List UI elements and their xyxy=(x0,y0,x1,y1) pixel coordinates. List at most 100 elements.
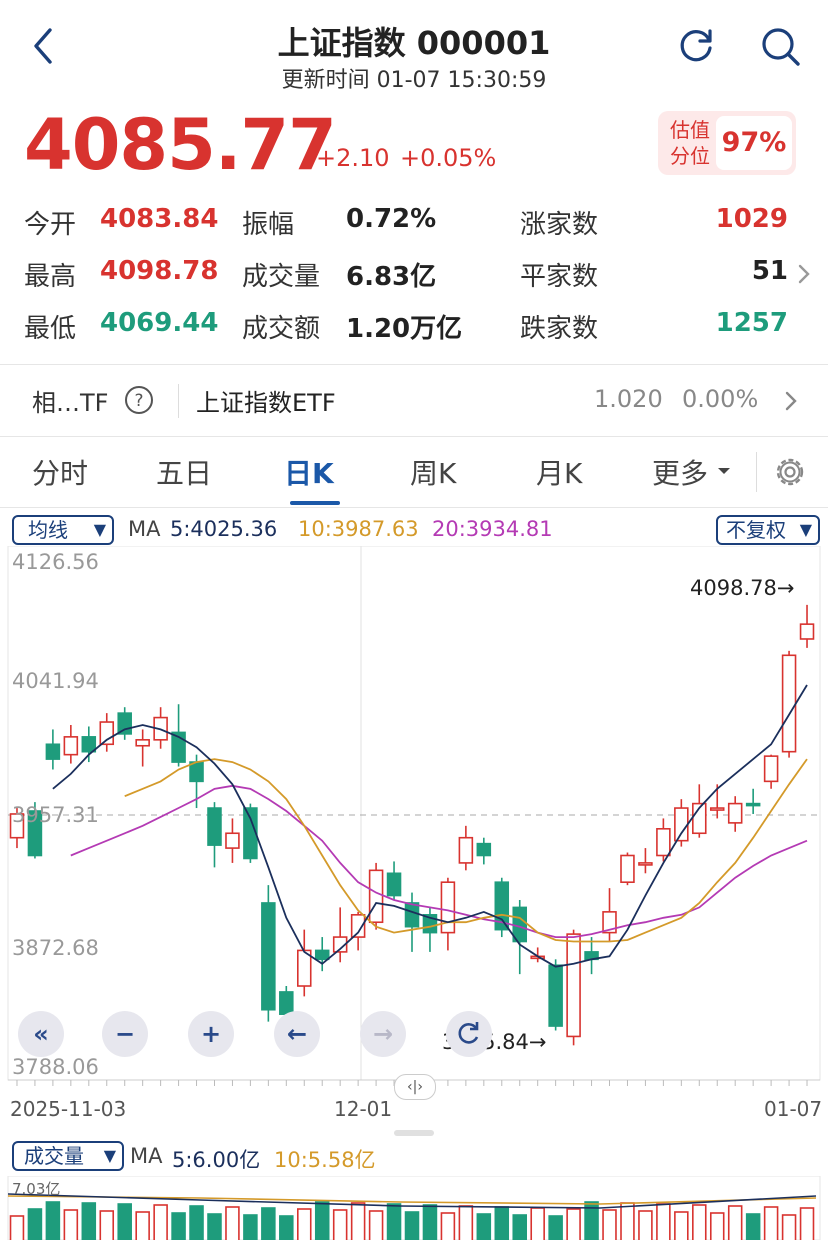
candle-body xyxy=(709,807,725,811)
volume-label: 成交量 xyxy=(242,262,321,292)
volume-bar xyxy=(656,1203,671,1240)
tab-daily-k[interactable]: 日K xyxy=(284,457,334,490)
volume-bar xyxy=(386,1203,402,1240)
candle-body xyxy=(602,911,617,934)
tab-intraday[interactable]: 分时 xyxy=(32,457,89,490)
volume-bar xyxy=(189,1205,204,1240)
volume-bar xyxy=(584,1201,599,1240)
volume-bar xyxy=(153,1204,168,1240)
volume-bar xyxy=(350,1202,366,1240)
candle-body xyxy=(117,712,132,735)
caret-down-icon: ▼ xyxy=(93,520,106,539)
adjust-selector[interactable]: 不复权 ▼ xyxy=(716,515,820,545)
candle-body xyxy=(727,802,743,824)
chevron-right-icon[interactable] xyxy=(784,390,798,412)
candle-body xyxy=(45,743,61,760)
etf-name[interactable]: 上证指数ETF xyxy=(196,389,336,417)
search-icon[interactable] xyxy=(760,26,802,68)
volume-bar xyxy=(332,1209,348,1240)
zoom-in-button[interactable]: + xyxy=(188,1011,234,1057)
candle-body xyxy=(135,739,150,747)
volume-bar xyxy=(709,1212,725,1240)
y-tick-label: 3957.31 xyxy=(12,803,99,827)
page-title: 上证指数 000001 xyxy=(277,24,551,62)
candle-body xyxy=(404,902,420,928)
open-label: 今开 xyxy=(24,210,77,240)
high-label: 最高 xyxy=(24,262,77,292)
candle-body xyxy=(314,949,330,961)
volume-ma5-line xyxy=(7,1193,817,1209)
ma10-line xyxy=(124,758,808,943)
volume-bar xyxy=(27,1208,43,1240)
candle-body xyxy=(458,836,474,864)
candle-body xyxy=(386,872,402,897)
y-tick-label: 3872.68 xyxy=(12,936,99,960)
volume-bar xyxy=(440,1212,456,1240)
tab-five-day[interactable]: 五日 xyxy=(156,457,213,490)
volume-selector[interactable]: 成交量 ▼ xyxy=(12,1141,124,1171)
volume-bar xyxy=(476,1213,492,1240)
flat-count-value[interactable]: 51 xyxy=(751,256,788,286)
volume-bar xyxy=(63,1209,79,1240)
back-arrow-icon[interactable] xyxy=(26,26,60,66)
candle-body xyxy=(440,881,456,934)
chevron-right-icon[interactable] xyxy=(797,263,811,285)
candle-body xyxy=(332,936,348,953)
volume-chart[interactable] xyxy=(0,1176,828,1240)
help-icon[interactable]: ? xyxy=(124,385,154,415)
low-value: 4069.44 xyxy=(100,308,219,338)
zoom-out-button[interactable]: − xyxy=(102,1011,148,1057)
reset-icon[interactable] xyxy=(446,1011,492,1057)
kline-chart[interactable] xyxy=(0,546,828,1126)
candle-body xyxy=(9,813,25,839)
x-tick-label: 01-07 xyxy=(764,1097,823,1121)
y-tick-label: 3788.06 xyxy=(12,1055,99,1079)
tab-more[interactable]: 更多 xyxy=(652,457,709,490)
candle-body xyxy=(638,862,653,866)
candle-body xyxy=(476,842,492,857)
candle-body xyxy=(350,914,366,938)
gear-icon[interactable] xyxy=(772,454,808,490)
volume-bar xyxy=(9,1215,25,1240)
ma5-line xyxy=(52,684,808,968)
active-tab-indicator xyxy=(290,501,340,505)
down-count-value: 1257 xyxy=(715,308,788,338)
ma-prefix: MA xyxy=(128,517,161,541)
candle-body xyxy=(27,810,43,857)
caret-down-icon: ▼ xyxy=(799,520,812,539)
volume-bar xyxy=(368,1210,384,1240)
volume-bar xyxy=(763,1206,779,1240)
refresh-icon[interactable] xyxy=(676,26,716,66)
candle-body xyxy=(81,736,97,753)
candle-body xyxy=(620,854,635,883)
divider xyxy=(0,364,828,365)
drag-handle-icon[interactable]: ‹|› xyxy=(394,1074,436,1100)
candle-body xyxy=(171,731,186,763)
ma-selector-label: 均线 xyxy=(28,518,68,542)
candle-body xyxy=(368,869,384,924)
candle-body xyxy=(745,802,761,807)
tab-monthly-k[interactable]: 月K xyxy=(536,457,583,490)
etf-price: 1.020 xyxy=(594,385,663,413)
volume-bar xyxy=(727,1205,743,1240)
volume-bar xyxy=(620,1202,635,1240)
ma20-value: 20:3934.81 xyxy=(432,517,553,541)
volume-value: 6.83亿 xyxy=(346,262,437,292)
volume-bar xyxy=(638,1210,653,1240)
volume-bar xyxy=(548,1215,563,1240)
ma-selector[interactable]: 均线 ▼ xyxy=(12,515,114,545)
volume-bar xyxy=(602,1209,617,1240)
candle-body xyxy=(261,902,276,1011)
caret-down-icon[interactable] xyxy=(716,466,732,476)
x-tick-label: 12-01 xyxy=(334,1097,393,1121)
zoom-out-max-button[interactable]: « xyxy=(18,1011,64,1057)
candle-body xyxy=(225,832,240,849)
tab-weekly-k[interactable]: 周K xyxy=(410,457,457,490)
volume-ma10: 10:5.58亿 xyxy=(274,1148,376,1172)
x-tick-label: 2025-11-03 xyxy=(10,1097,127,1121)
scroll-right-button[interactable]: → xyxy=(360,1011,406,1057)
scroll-left-button[interactable]: ← xyxy=(274,1011,320,1057)
panel-resize-handle[interactable] xyxy=(394,1130,434,1136)
up-count-label: 涨家数 xyxy=(520,210,599,240)
volume-bar xyxy=(225,1206,240,1240)
